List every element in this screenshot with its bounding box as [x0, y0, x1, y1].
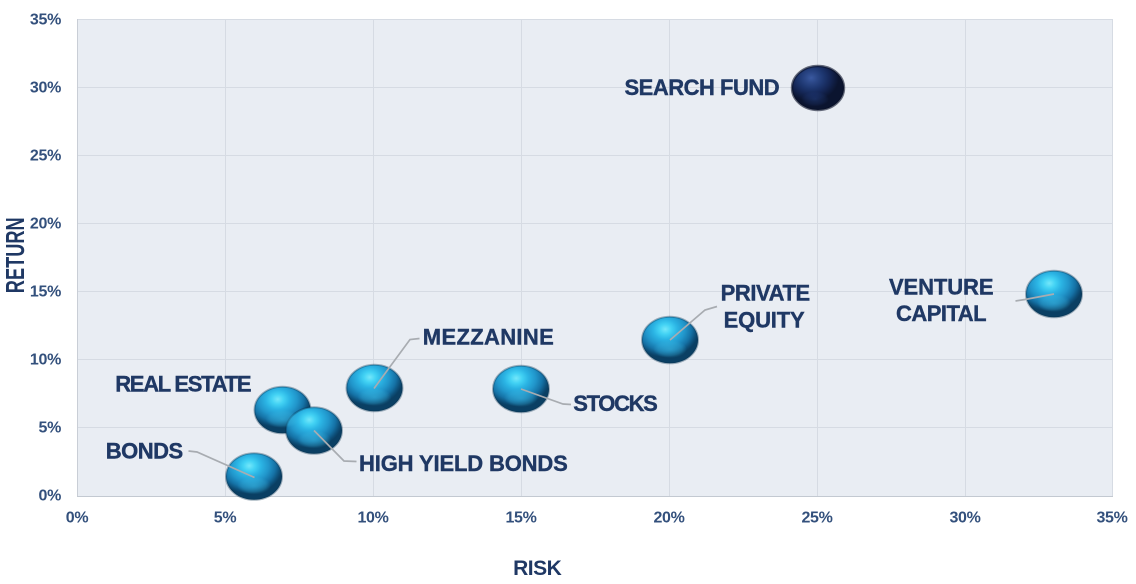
svg-text:15%: 15% [30, 284, 61, 301]
svg-text:25%: 25% [801, 510, 832, 527]
svg-text:STOCKS: STOCKS [573, 391, 657, 416]
svg-text:15%: 15% [505, 510, 536, 527]
svg-text:20%: 20% [653, 510, 684, 527]
svg-text:0%: 0% [38, 488, 61, 505]
svg-text:VENTURE: VENTURE [889, 274, 994, 299]
svg-text:30%: 30% [949, 510, 980, 527]
svg-text:BONDS: BONDS [106, 439, 183, 464]
svg-text:RISK: RISK [513, 557, 562, 580]
svg-text:EQUITY: EQUITY [724, 308, 805, 333]
svg-text:HIGH YIELD BONDS: HIGH YIELD BONDS [359, 451, 568, 476]
svg-text:CAPITAL: CAPITAL [896, 301, 986, 326]
svg-text:10%: 10% [357, 510, 388, 527]
svg-text:0%: 0% [66, 510, 89, 527]
svg-text:30%: 30% [30, 80, 61, 97]
svg-text:PRIVATE: PRIVATE [721, 280, 810, 305]
svg-text:REAL ESTATE: REAL ESTATE [115, 371, 251, 396]
svg-text:20%: 20% [30, 216, 61, 233]
svg-text:5%: 5% [214, 510, 237, 527]
svg-text:5%: 5% [38, 420, 61, 437]
svg-text:25%: 25% [30, 148, 61, 165]
svg-text:35%: 35% [30, 12, 61, 29]
svg-text:MEZZANINE: MEZZANINE [423, 324, 554, 349]
svg-text:SEARCH FUND: SEARCH FUND [625, 75, 780, 100]
svg-text:10%: 10% [30, 352, 61, 369]
svg-text:35%: 35% [1096, 510, 1127, 527]
svg-text:RETURN: RETURN [1, 217, 30, 293]
